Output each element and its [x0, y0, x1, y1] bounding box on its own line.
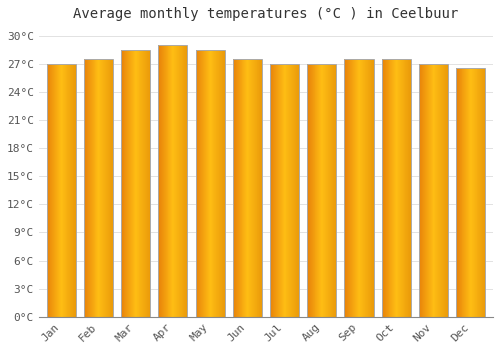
Bar: [308, 64, 336, 317]
Title: Average monthly temperatures (°C ) in Ceelbuur: Average monthly temperatures (°C ) in Ce…: [74, 7, 458, 21]
Bar: [456, 69, 485, 317]
Bar: [121, 50, 150, 317]
Bar: [270, 64, 299, 317]
Bar: [196, 50, 224, 317]
Bar: [419, 64, 448, 317]
Bar: [382, 59, 411, 317]
Bar: [344, 59, 374, 317]
Bar: [46, 64, 76, 317]
Bar: [158, 45, 188, 317]
Bar: [84, 59, 113, 317]
Bar: [233, 59, 262, 317]
